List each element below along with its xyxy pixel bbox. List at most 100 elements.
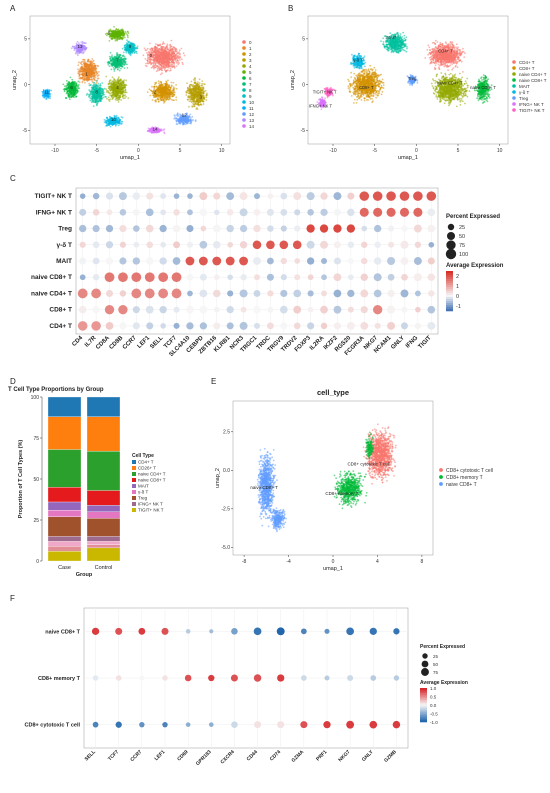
cell-point xyxy=(119,88,122,91)
cell-point xyxy=(121,47,124,50)
cell-point xyxy=(69,87,72,90)
cell-point xyxy=(95,92,98,94)
cell-point xyxy=(161,69,163,72)
cell-point xyxy=(204,89,207,92)
cell-point xyxy=(86,78,88,81)
cell-point xyxy=(122,80,125,83)
cell-point xyxy=(105,75,108,78)
cell-point xyxy=(123,36,126,39)
cell-point xyxy=(112,88,115,90)
cell-point xyxy=(111,62,113,65)
cell-point xyxy=(113,70,116,72)
cell-point xyxy=(77,72,79,75)
plot-frame xyxy=(29,15,231,145)
cell-point xyxy=(98,94,101,97)
cell-point xyxy=(89,67,92,70)
cell-point xyxy=(94,99,97,102)
cell-point xyxy=(108,86,111,89)
cell-point xyxy=(156,65,159,68)
cell-point xyxy=(120,59,123,62)
cell-point xyxy=(73,96,76,98)
cell-point xyxy=(84,65,86,68)
cell-point xyxy=(90,101,93,104)
cell-point xyxy=(153,59,155,62)
cell-point xyxy=(115,58,118,61)
cell-point xyxy=(189,100,192,102)
cell-point xyxy=(172,49,174,51)
cell-point xyxy=(92,86,95,88)
cell-point xyxy=(126,43,128,46)
cell-point xyxy=(89,97,92,100)
cell-point xyxy=(66,87,69,90)
cell-point xyxy=(105,88,107,90)
cell-point xyxy=(70,96,73,99)
cell-point xyxy=(99,83,102,85)
cell-point xyxy=(107,33,110,35)
cell-point xyxy=(121,83,123,86)
cell-point xyxy=(167,50,170,53)
cell-point xyxy=(115,34,118,37)
cell-point xyxy=(127,97,130,100)
cell-point xyxy=(169,97,172,100)
cell-point xyxy=(118,59,121,62)
cell-point xyxy=(50,89,53,92)
cell-point xyxy=(123,44,126,47)
cell-point xyxy=(188,96,191,99)
cell-point xyxy=(152,52,154,55)
cell-point xyxy=(65,97,68,99)
cell-point xyxy=(120,123,123,125)
cell-point xyxy=(172,81,175,84)
cell-point xyxy=(98,98,101,101)
cell-point xyxy=(93,88,95,91)
cell-point xyxy=(167,98,170,101)
cell-point xyxy=(193,98,196,101)
cell-point xyxy=(131,52,134,54)
cell-point xyxy=(117,81,119,83)
cell-point xyxy=(113,116,116,119)
cell-point xyxy=(109,36,111,39)
cell-point xyxy=(120,61,123,63)
cell-point xyxy=(161,67,164,70)
cell-point xyxy=(125,51,128,54)
cell-point xyxy=(197,99,200,101)
cell-point xyxy=(65,88,68,91)
cell-point xyxy=(93,79,96,82)
cell-point xyxy=(107,63,110,66)
cell-point xyxy=(151,54,154,56)
cell-point xyxy=(123,62,126,65)
cell-point xyxy=(200,104,203,106)
cell-point xyxy=(136,47,139,49)
cell-point xyxy=(202,103,205,105)
cell-point xyxy=(93,96,96,99)
cell-point xyxy=(67,83,69,86)
cell-point xyxy=(91,97,94,100)
cell-point xyxy=(158,66,160,69)
cell-point xyxy=(102,96,105,99)
cell-point xyxy=(108,55,111,58)
cell-point xyxy=(86,64,89,67)
cell-point xyxy=(160,52,163,55)
cell-point xyxy=(190,101,193,104)
cell-point xyxy=(113,81,116,84)
cell-point xyxy=(161,46,164,48)
cell-point xyxy=(69,86,71,88)
cell-point xyxy=(94,90,97,92)
cell-point xyxy=(168,93,171,95)
cell-point xyxy=(82,73,85,76)
cell-point xyxy=(108,40,111,42)
cell-point xyxy=(111,55,113,58)
cell-point xyxy=(193,104,196,106)
cell-point xyxy=(97,100,100,103)
cell-point xyxy=(117,101,120,103)
cell-point xyxy=(115,61,118,64)
cell-point xyxy=(94,72,96,74)
cell-point xyxy=(96,79,98,82)
cell-point xyxy=(193,100,195,103)
cell-point xyxy=(68,95,70,98)
cell-point xyxy=(157,100,160,103)
cell-point xyxy=(95,87,97,90)
cell-point xyxy=(194,77,197,80)
cell-point xyxy=(95,101,97,103)
cell-point xyxy=(193,105,195,108)
cell-point xyxy=(168,57,171,60)
